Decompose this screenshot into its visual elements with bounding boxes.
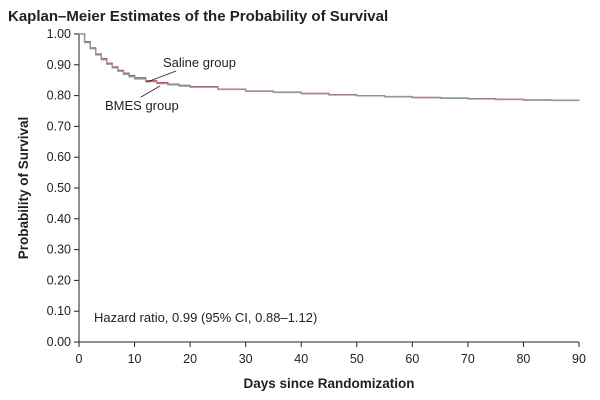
chart-title: Kaplan–Meier Estimates of the Probabilit…	[8, 8, 388, 25]
y-tick-label: 0.90	[47, 58, 71, 72]
y-tick-label: 0.40	[47, 212, 71, 226]
y-tick-label: 0.80	[47, 89, 71, 103]
plot-area: 0.00 0.10 0.20 0.30 0.40 0.50 0.60 0.70 0.80 0.90…	[47, 27, 586, 366]
x-tick-label: 50	[350, 352, 364, 366]
y-tick-label: 0.20	[47, 273, 71, 287]
hazard-ratio-note: Hazard ratio, 0.99 (95% CI, 0.88–1.12)	[94, 310, 317, 325]
x-tick-label: 20	[183, 352, 197, 366]
saline-group-leader	[146, 70, 177, 83]
x-tick-label: 10	[128, 352, 142, 366]
saline-group-curve	[79, 33, 580, 101]
y-tick-label: 0.30	[47, 243, 71, 257]
y-tick-label: 0.60	[47, 150, 71, 164]
y-tick-label: 0.70	[47, 119, 71, 133]
x-tick-label: 30	[239, 352, 253, 366]
x-tick-label: 40	[294, 352, 308, 366]
y-tick-label: 0.50	[47, 181, 71, 195]
x-tick-label: 70	[461, 352, 475, 366]
x-axis-label: Days since Randomization	[243, 376, 414, 391]
bmes-group-curve	[79, 33, 580, 102]
x-tick-label: 0	[76, 352, 83, 366]
bmes-group-label: BMES group	[105, 98, 179, 113]
x-tick-label: 80	[516, 352, 530, 366]
bmes-group-leader	[140, 85, 161, 98]
saline-group-label: Saline group	[163, 55, 236, 70]
y-tick-label: 0.10	[47, 304, 71, 318]
x-tick-label: 60	[405, 352, 419, 366]
y-tick-label: 1.00	[47, 27, 71, 41]
y-tick-label: 0.00	[47, 335, 71, 349]
x-tick-label: 90	[572, 352, 586, 366]
y-axis-label: Probability of Survival	[16, 117, 31, 260]
